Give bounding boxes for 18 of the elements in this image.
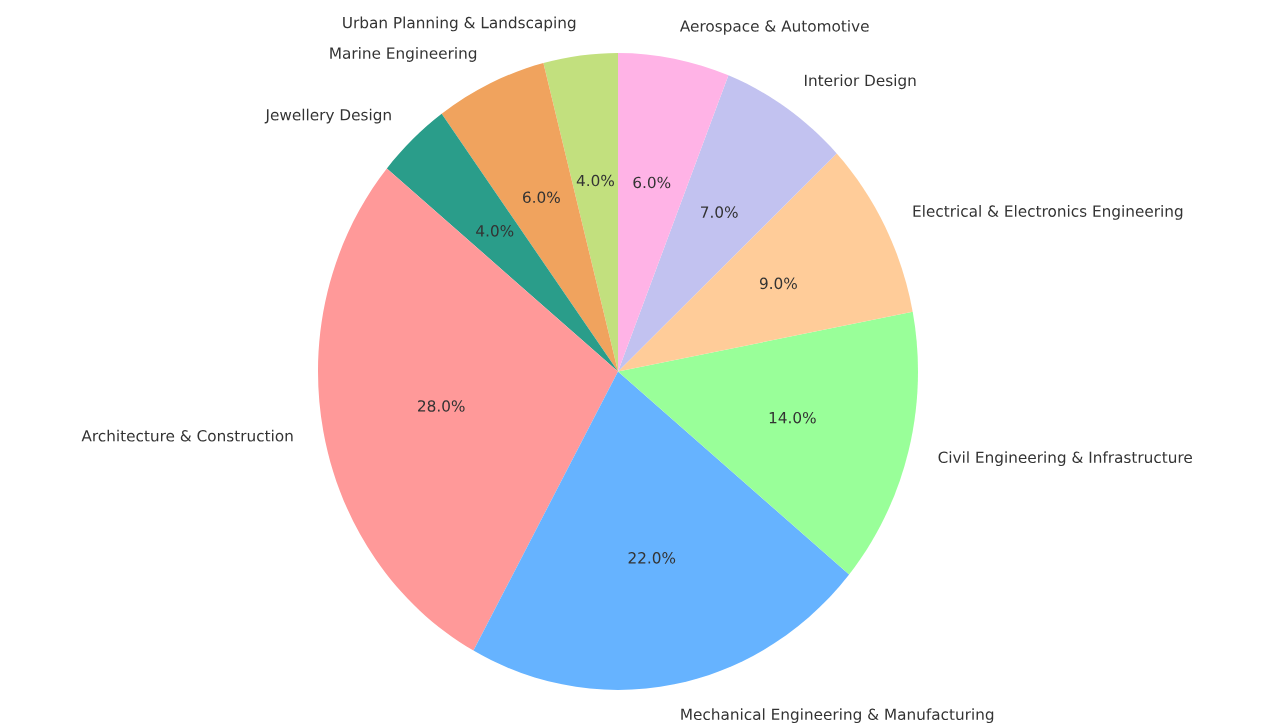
data-label: 6.0% [523,191,560,204]
slice-label: Marine Engineering [330,47,477,62]
slice-label: Electrical & Electronics Engineering [913,205,1183,220]
data-label: 4.0% [476,225,514,237]
slice-label: Mechanical Engineering & Manufacturing [681,708,994,724]
slice-label: Jewellery Design [264,108,391,124]
data-label: 28.0% [418,400,465,412]
slice-label: Interior Design [804,74,916,90]
slice-label: Urban Planning & Landscaping [343,16,576,32]
data-label: 9.0% [759,277,797,290]
data-label: 4.0% [576,174,614,187]
data-label: 6.0% [633,176,671,189]
slice-label: Aerospace & Automotive [679,19,869,35]
data-label: 7.0% [701,206,738,218]
slice-label: Architecture & Construction [81,429,293,442]
slice-label: Civil Engineering & Infrastructure [938,451,1192,467]
data-label: 14.0% [769,411,816,424]
data-label: 22.0% [628,552,676,564]
